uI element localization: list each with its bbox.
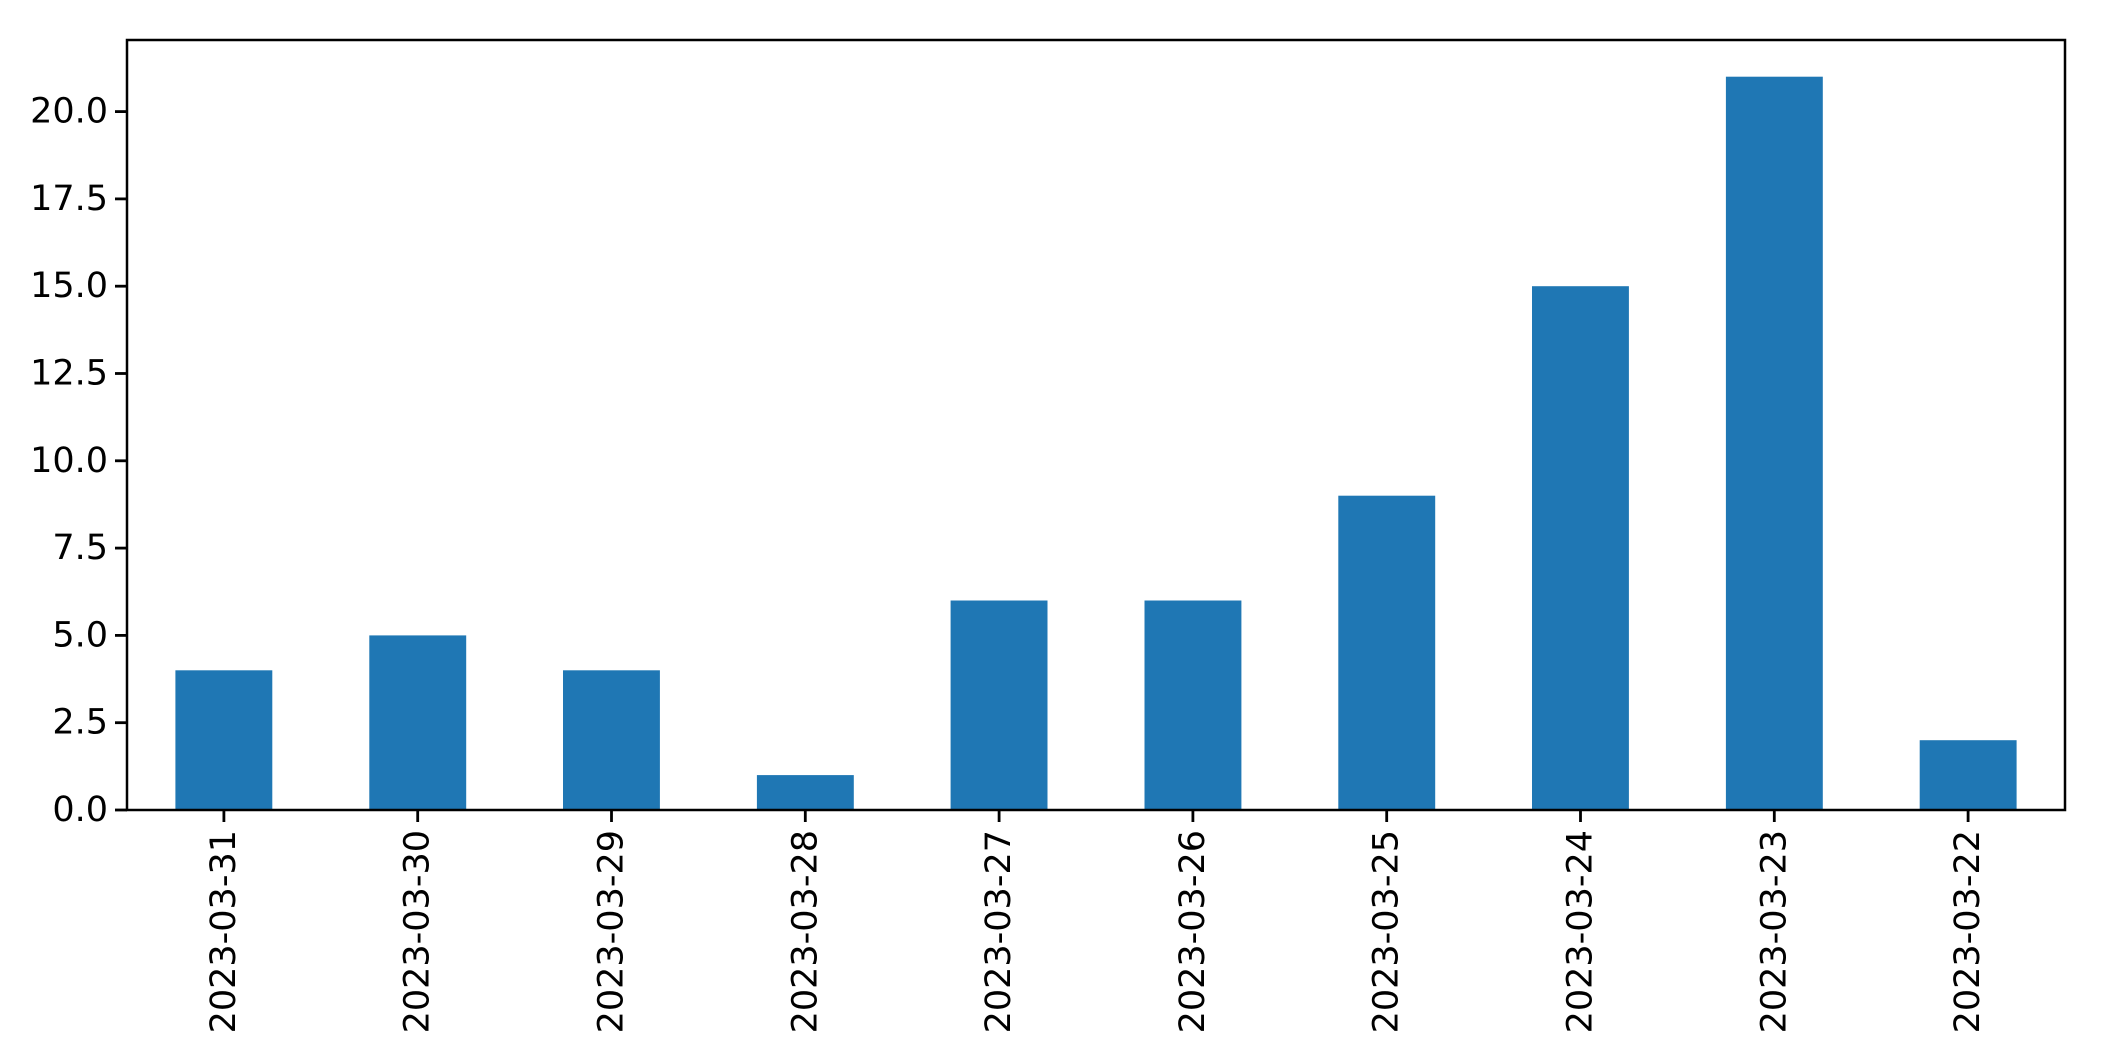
bar-2023-03-24 [1532, 286, 1629, 810]
y-tick-label: 2.5 [52, 703, 108, 743]
y-tick-label: 17.5 [30, 179, 108, 219]
bar-2023-03-27 [950, 600, 1048, 810]
y-tick-label: 0.0 [52, 790, 108, 830]
x-tick-label: 2023-03-25 [1367, 830, 1407, 1033]
y-tick-label: 15.0 [30, 266, 108, 306]
y-tick-label: 20.0 [30, 92, 108, 132]
y-tick-label: 12.5 [30, 353, 108, 393]
axes-spines [125, 38, 2067, 812]
y-tick-label: 10.0 [30, 441, 108, 481]
x-tick-label: 2023-03-28 [785, 830, 825, 1033]
y-tick-label: 5.0 [52, 615, 108, 655]
bar-2023-03-31 [175, 670, 273, 810]
bar-2023-03-30 [369, 635, 467, 810]
bar-2023-03-29 [563, 670, 660, 810]
x-tick-label: 2023-03-23 [1754, 830, 1794, 1033]
x-tick-label: 2023-03-26 [1173, 830, 1213, 1033]
bar-2023-03-23 [1725, 76, 1823, 810]
y-tick-label: 7.5 [52, 528, 108, 568]
bar-2023-03-26 [1144, 600, 1242, 810]
bar-2023-03-25 [1338, 495, 1436, 810]
x-tick-label: 2023-03-30 [398, 830, 438, 1033]
x-tick-label: 2023-03-22 [1948, 830, 1988, 1033]
bar-2023-03-22 [1919, 740, 2017, 810]
x-tick-label: 2023-03-27 [979, 830, 1019, 1033]
x-tick-label: 2023-03-29 [592, 830, 632, 1033]
bar-2023-03-28 [756, 775, 854, 810]
x-tick-label: 2023-03-31 [204, 830, 244, 1033]
x-tick-label: 2023-03-24 [1561, 830, 1601, 1033]
